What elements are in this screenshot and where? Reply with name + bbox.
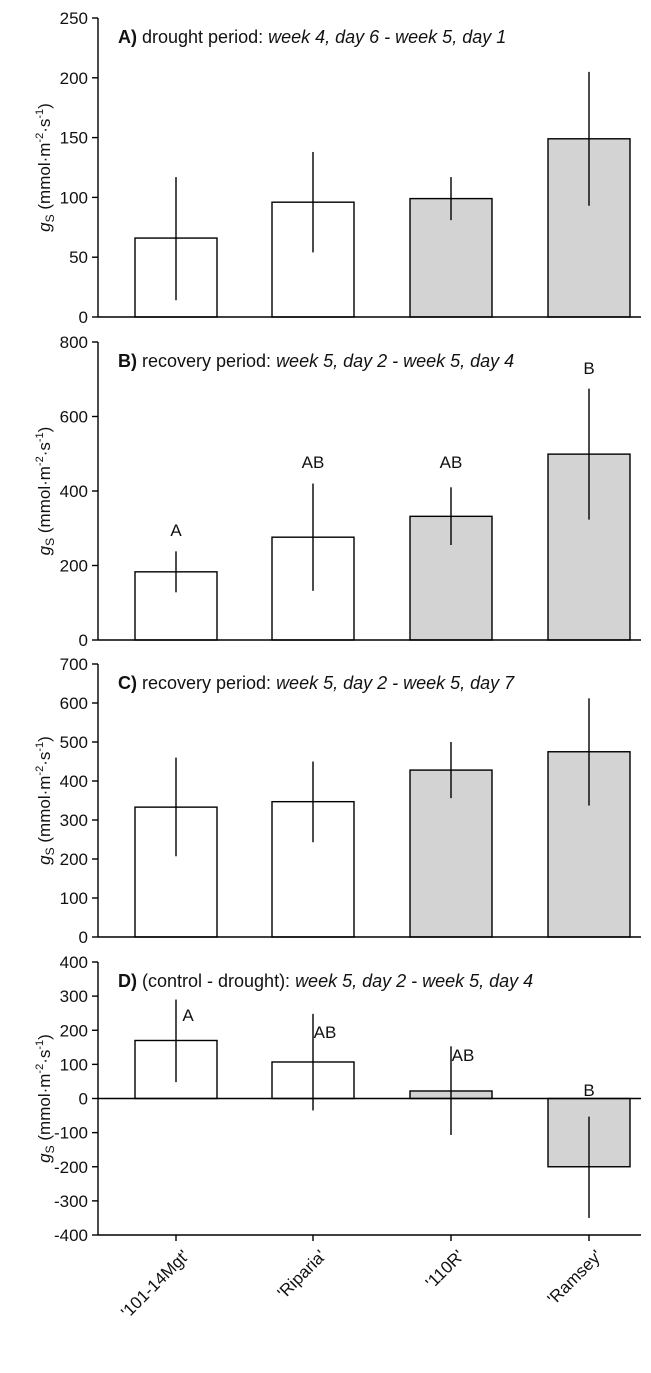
y-tick-label: 500: [60, 733, 88, 752]
x-tick-label: '110R': [422, 1246, 468, 1292]
y-tick-label: -200: [54, 1158, 88, 1177]
y-tick-label: 300: [60, 987, 88, 1006]
y-tick-label: 100: [60, 1055, 88, 1074]
significance-letter-1: A: [182, 1006, 194, 1025]
y-tick-label: 0: [79, 308, 88, 327]
y-tick-label: 250: [60, 9, 88, 28]
significance-letter-3: AB: [440, 453, 463, 472]
y-tick-label: 600: [60, 694, 88, 713]
panel-title: B) recovery period: week 5, day 2 - week…: [118, 351, 514, 371]
y-tick-label: 200: [60, 69, 88, 88]
y-tick-label: 0: [79, 928, 88, 947]
y-axis-label: gS (mmol·m-2·s-1): [34, 1034, 57, 1163]
y-tick-label: 200: [60, 850, 88, 869]
y-tick-label: 200: [60, 1021, 88, 1040]
y-tick-label: 400: [60, 482, 88, 501]
y-tick-label: 300: [60, 811, 88, 830]
significance-letter-2: AB: [314, 1023, 337, 1042]
significance-letter-2: AB: [302, 453, 325, 472]
significance-letter-4: B: [583, 359, 594, 378]
y-tick-label: -100: [54, 1124, 88, 1143]
y-tick-label: 800: [60, 333, 88, 352]
panel-title: D) (control - drought): week 5, day 2 - …: [118, 971, 533, 991]
y-tick-label: 600: [60, 408, 88, 427]
y-axis-label: gS (mmol·m-2·s-1): [34, 103, 57, 232]
y-tick-label: 50: [69, 248, 88, 267]
y-tick-label: 150: [60, 129, 88, 148]
significance-letter-4: B: [583, 1081, 594, 1100]
x-tick-label: 'Ramsey': [544, 1246, 606, 1308]
y-tick-label: 700: [60, 655, 88, 674]
chart-panel-4: -400 -300 -200 -100 0 100 200 300 400 D) (control…: [34, 953, 641, 1322]
chart-panel-3: 0 100 200 300 400 500 600 700 C) recovery period…: [34, 655, 641, 947]
y-tick-label: 100: [60, 889, 88, 908]
significance-letter-3: AB: [452, 1046, 475, 1065]
y-axis-label: gS (mmol·m-2·s-1): [34, 427, 57, 556]
y-tick-label: 400: [60, 953, 88, 972]
panel-title: A) drought period: week 4, day 6 - week …: [118, 27, 506, 47]
x-tick-label: '101-14Mgt': [117, 1246, 192, 1321]
panel-title: C) recovery period: week 5, day 2 - week…: [118, 673, 515, 693]
chart-panel-2: 0 200 400 600 800 B) recovery period: week 5,…: [34, 333, 641, 650]
y-tick-label: -400: [54, 1226, 88, 1245]
y-tick-label: 0: [79, 1090, 88, 1109]
y-tick-label: -300: [54, 1192, 88, 1211]
x-tick-label: 'Riparia': [274, 1246, 330, 1302]
y-tick-label: 0: [79, 631, 88, 650]
y-tick-label: 200: [60, 557, 88, 576]
chart-panel-1: 0 50 100 150 200 250 A) drought period: week 4…: [34, 9, 641, 327]
y-tick-label: 100: [60, 188, 88, 207]
significance-letter-1: A: [170, 521, 182, 540]
y-tick-label: 400: [60, 772, 88, 791]
y-axis-label: gS (mmol·m-2·s-1): [34, 736, 57, 865]
